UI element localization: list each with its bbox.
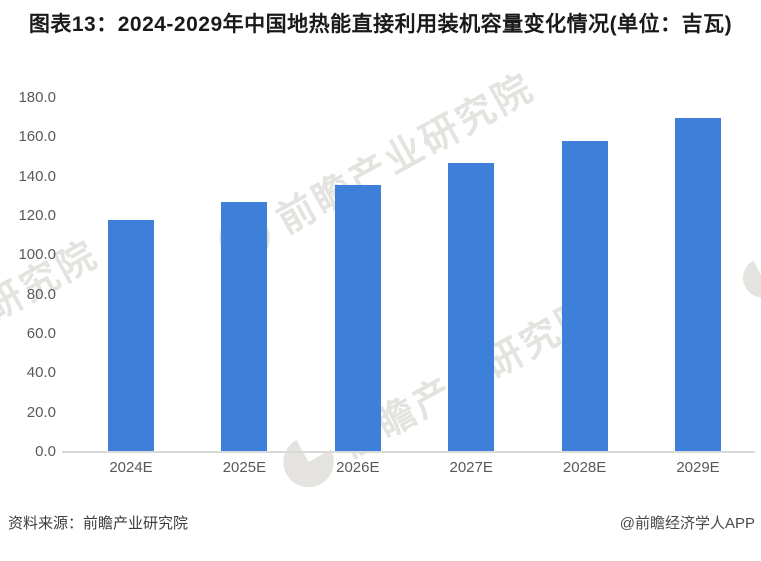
x-axis-tick-label: 2026E [336, 459, 380, 476]
bar-2025E [221, 202, 268, 452]
bar-2026E [334, 184, 381, 452]
y-axis-tick-label: 80.0 [26, 285, 56, 303]
y-axis-tick-label: 0.0 [35, 443, 56, 460]
y-axis-tick-label: 20.0 [26, 403, 56, 421]
x-axis-tick-label: 2025E [222, 459, 267, 476]
y-axis-tick-label: 140.0 [18, 167, 56, 185]
y-axis-tick-label: 100.0 [18, 246, 56, 264]
chart-title: 图表13：2024-2029年中国地热能直接利用装机容量变化情况(单位：吉瓦) [28, 13, 733, 36]
y-axis-tick-label: 120.0 [18, 207, 56, 224]
x-axis-line [62, 451, 755, 453]
y-axis-tick-label: 60.0 [26, 325, 56, 342]
footer-source: 资料来源：前瞻产业研究院 [8, 515, 189, 532]
x-axis-tick-label: 2027E [449, 459, 493, 476]
footer-credit: @前瞻经济学人APP [619, 515, 755, 532]
bar-2027E [448, 162, 495, 452]
bar-2028E [561, 141, 608, 452]
bar-2024E [108, 219, 154, 452]
y-axis-tick-label: 40.0 [26, 364, 56, 382]
x-axis-tick-label: 2029E [676, 459, 720, 476]
y-axis-tick-label: 180.0 [18, 89, 56, 106]
y-axis-tick-label: 160.0 [18, 128, 56, 146]
x-axis-tick-label: 2028E [562, 459, 607, 476]
x-axis-tick-label: 2024E [109, 459, 153, 476]
bar-2029E [675, 117, 721, 452]
